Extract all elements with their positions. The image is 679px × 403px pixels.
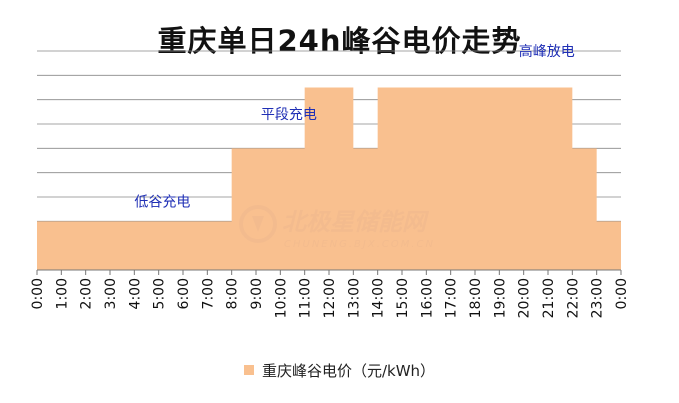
watermark-icon <box>239 205 277 243</box>
x-tick-label: 21:00 <box>541 278 557 318</box>
legend-label: 重庆峰谷电价（元/kWh） <box>261 362 436 380</box>
series-area-fill <box>37 87 621 270</box>
x-tick-label: 3:00 <box>103 278 119 309</box>
x-tick-label: 7:00 <box>200 278 216 309</box>
x-tick-label: 10:00 <box>273 278 289 318</box>
watermark-logo: 北极星储能网 CHUNENG.BJX.COM.CN <box>238 202 508 256</box>
annotation-label: 高峰放电 <box>519 43 575 60</box>
x-tick-label: 11:00 <box>298 278 314 318</box>
x-tick-label: 2:00 <box>79 278 95 309</box>
x-tick-label: 9:00 <box>249 278 265 309</box>
series-area <box>37 87 621 270</box>
x-tick-labels: 0:00 1:00 2:00 3:00 4:00 5:00 6:00 7:00 8:00 9:00… <box>30 278 630 318</box>
x-tick-label: 16:00 <box>419 278 435 318</box>
x-tick-label: 23:00 <box>590 278 606 318</box>
x-axis <box>36 269 622 275</box>
x-tick-label: 20:00 <box>517 278 533 318</box>
legend: 重庆峰谷电价（元/kWh） <box>0 360 679 381</box>
annotation-label: 平段充电 <box>261 107 317 123</box>
x-tick-label: 0:00 <box>30 278 46 309</box>
legend-swatch <box>243 364 254 375</box>
x-tick-label: 6:00 <box>176 278 192 309</box>
chart-title: 重庆单日24h峰谷电价走势 <box>157 24 522 58</box>
x-tick-label: 8:00 <box>225 278 241 309</box>
x-tick-label: 13:00 <box>346 278 362 318</box>
x-tick-label: 12:00 <box>322 278 338 318</box>
x-tick-label: 4:00 <box>127 278 143 309</box>
x-tick-label: 0:00 <box>614 278 630 309</box>
annotation-label: 低谷充电 <box>134 195 190 211</box>
x-tick-label: 17:00 <box>444 278 460 318</box>
watermark-subtext: CHUNENG.BJX.COM.CN <box>284 239 435 250</box>
x-tick-label: 19:00 <box>492 278 508 318</box>
x-tick-label: 22:00 <box>565 278 581 318</box>
x-tick-label: 14:00 <box>371 278 387 318</box>
annotations: 低谷充电 平段充电 高峰放电 <box>134 43 574 211</box>
x-tick-label: 5:00 <box>152 278 168 309</box>
watermark-text: 北极星储能网 <box>282 208 430 236</box>
x-tick-label: 18:00 <box>468 278 484 318</box>
x-tick-label: 1:00 <box>54 278 70 309</box>
x-tick-label: 15:00 <box>395 278 411 318</box>
